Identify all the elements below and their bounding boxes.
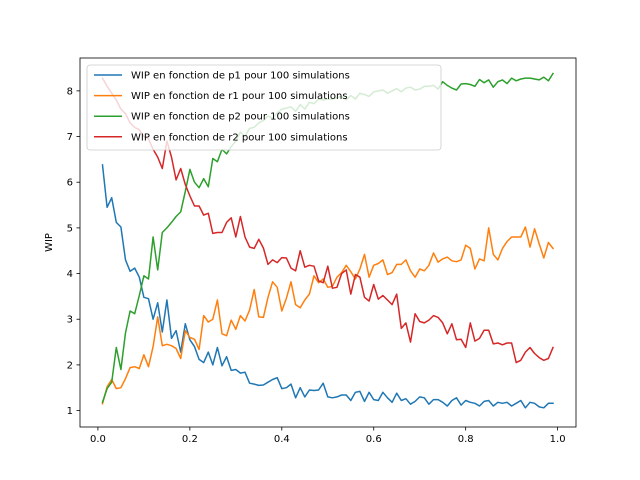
axes-layer: 0.0 0.2 0.4 0.6 0.8 1.0 1 2 3 4 5 6 7 8 <box>67 86 566 445</box>
x-tick-label: 0.0 <box>90 434 106 445</box>
y-tick-label: 3 <box>67 315 73 326</box>
y-tick-label: 1 <box>67 406 73 417</box>
y-axis-label: WIP <box>44 233 55 252</box>
series-line-1 <box>101 164 554 409</box>
y-tick-label: 4 <box>67 269 73 280</box>
x-tick-label: 0.8 <box>458 434 474 445</box>
x-tick-label: 0.4 <box>274 434 290 445</box>
x-tick-label: 0.2 <box>182 434 198 445</box>
x-tick-label: 0.6 <box>366 434 382 445</box>
legend-label-3: WIP en fonction de p2 pour 100 simulatio… <box>131 112 350 123</box>
series-line-2 <box>101 226 555 405</box>
legend-box <box>86 64 442 151</box>
legend-label-1: WIP en fonction de p1 pour 100 simulatio… <box>131 71 350 82</box>
y-tick-label: 7 <box>67 132 73 143</box>
legend-label-2: WIP en fonction de r1 pour 100 simulatio… <box>131 91 348 102</box>
series-line-4 <box>101 77 554 364</box>
x-tick-label: 1.0 <box>550 434 566 445</box>
y-tick-label: 5 <box>67 223 73 234</box>
legend-label-4: WIP en fonction de r2 pour 100 simulatio… <box>131 132 348 143</box>
plot-frame <box>79 57 577 428</box>
y-tick-label: 2 <box>67 360 73 371</box>
y-tick-label: 8 <box>67 86 73 97</box>
y-tick-label: 6 <box>67 178 73 189</box>
legend: WIP en fonction de p1 pour 100 simulatio… <box>86 64 442 151</box>
